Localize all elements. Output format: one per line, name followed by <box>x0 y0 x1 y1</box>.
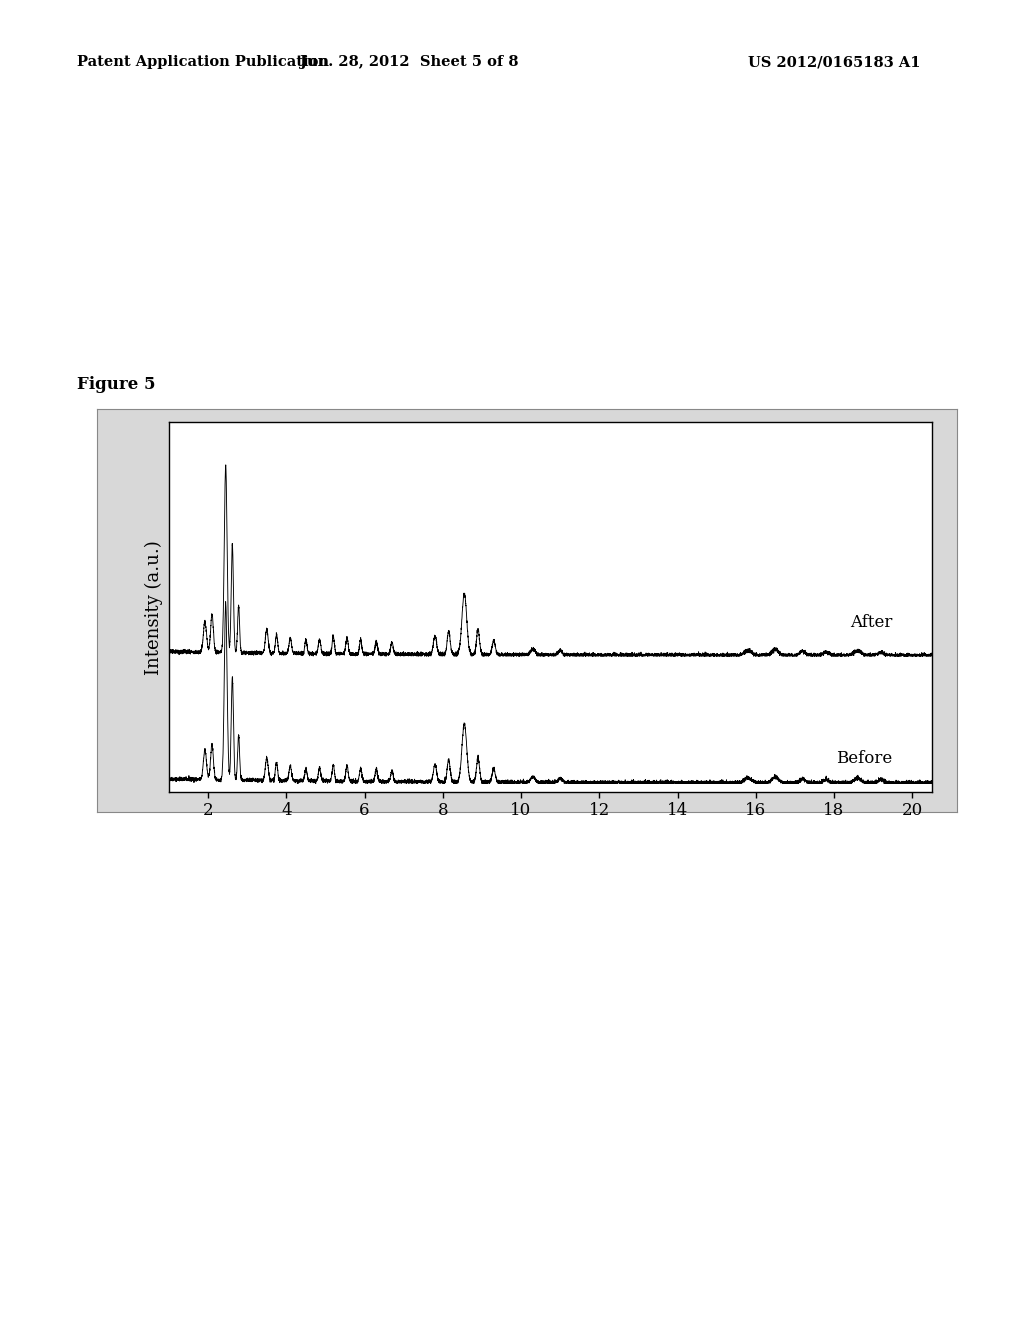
Text: Before: Before <box>837 750 893 767</box>
Text: After: After <box>850 614 893 631</box>
Y-axis label: Intensity (a.u.): Intensity (a.u.) <box>145 540 164 675</box>
Text: Patent Application Publication: Patent Application Publication <box>77 55 329 70</box>
Text: Jun. 28, 2012  Sheet 5 of 8: Jun. 28, 2012 Sheet 5 of 8 <box>300 55 519 70</box>
Text: Figure 5: Figure 5 <box>77 376 156 393</box>
Text: US 2012/0165183 A1: US 2012/0165183 A1 <box>748 55 920 70</box>
